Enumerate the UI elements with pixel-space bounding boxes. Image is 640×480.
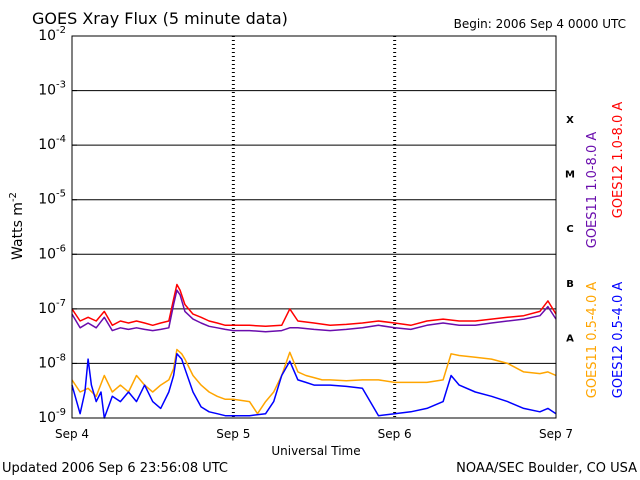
- flare-class-label: X: [566, 115, 574, 126]
- y-tick-label: 10-7: [38, 298, 66, 317]
- flare-class-labels: A B C M X: [565, 115, 575, 344]
- begin-label: Begin: 2006 Sep 4 0000 UTC: [454, 17, 626, 31]
- series-line: [71, 348, 557, 415]
- x-tick-label: Sep 4: [55, 427, 89, 441]
- x-axis-label: Universal Time: [271, 444, 360, 458]
- flare-class-label: C: [566, 224, 573, 235]
- y-tick-label: 10-9: [38, 407, 66, 426]
- y-tick-label: 10-3: [38, 80, 66, 99]
- plot-grid: [72, 36, 556, 418]
- flare-class-label: A: [566, 333, 574, 344]
- y-axis-label-exponent: -2: [8, 192, 19, 202]
- y-tick-label: 10-2: [38, 25, 66, 44]
- y-tick-labels: 10-9 10-8 10-7 10-6 10-5 10-4 10-3 10-2: [38, 25, 77, 426]
- x-tick-label: Sep 5: [216, 427, 250, 441]
- svg-text:Watts m-2: Watts m-2: [8, 192, 26, 260]
- y-axis-label: Watts m: [10, 202, 26, 260]
- legend-entry: GOES12 1.0-8.0 A: [611, 102, 626, 219]
- chart-title: GOES Xray Flux (5 minute data): [32, 9, 288, 28]
- x-tick-labels: Sep 4 Sep 5 Sep 6 Sep 7: [55, 427, 573, 441]
- x-tick-label: Sep 7: [539, 427, 573, 441]
- credit-label: NOAA/SEC Boulder, CO USA: [456, 461, 637, 476]
- legend-entry: GOES11 0.5-4.0 A: [585, 282, 600, 399]
- legend-entry: GOES12 0.5-4.0 A: [611, 282, 626, 399]
- series-line: [71, 283, 557, 328]
- legend: GOES11 1.0-8.0 A GOES12 1.0-8.0 A GOES11 0…: [585, 102, 626, 399]
- flare-class-label: M: [565, 170, 575, 181]
- y-tick-label: 10-5: [38, 189, 66, 208]
- series-line: [71, 289, 557, 333]
- y-tick-label: 10-8: [38, 352, 66, 371]
- plot-frame: [71, 35, 557, 419]
- series-layer: [71, 283, 557, 419]
- series-line: [71, 353, 557, 419]
- x-tick-label: Sep 6: [378, 427, 412, 441]
- flare-class-label: B: [566, 279, 574, 290]
- y-tick-label: 10-6: [38, 243, 66, 262]
- y-axis-label-group: Watts m-2: [8, 192, 26, 260]
- legend-entry: GOES11 1.0-8.0 A: [585, 132, 600, 249]
- y-tick-label: 10-4: [38, 134, 66, 153]
- updated-timestamp: Updated 2006 Sep 6 23:56:08 UTC: [2, 461, 228, 476]
